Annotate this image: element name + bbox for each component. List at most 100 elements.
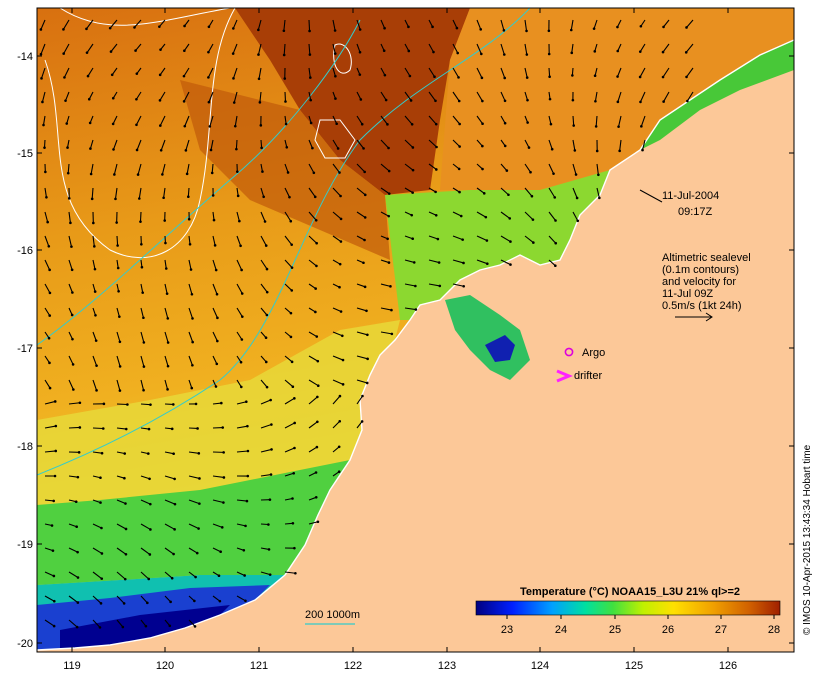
velocity-arrow-head [341, 358, 345, 362]
velocity-arrow-head [118, 315, 121, 318]
velocity-arrow [140, 307, 144, 318]
velocity-arrow-head [77, 451, 81, 454]
lat-tick-label: -19 [17, 539, 33, 551]
velocity-arrow-head [294, 571, 297, 575]
velocity-arrow-head [194, 575, 197, 579]
velocity-arrow [404, 283, 416, 287]
velocity-arrow-head [74, 500, 78, 504]
velocity-arrow-head [87, 97, 91, 101]
velocity-arrow [356, 19, 361, 30]
velocity-arrow-head [159, 48, 162, 51]
velocity-arrow-head [142, 388, 145, 392]
velocity-arrow-head [258, 101, 262, 104]
velocity-arrow-head [438, 284, 442, 288]
velocity-arrow-head [481, 99, 484, 103]
velocity-arrow [404, 187, 413, 194]
lon-tick-label: 126 [719, 660, 737, 672]
velocity-arrow-head [312, 171, 316, 175]
velocity-arrow-head [571, 74, 574, 77]
velocity-arrow-head [387, 261, 391, 264]
velocity-arrow-head [173, 477, 176, 481]
velocity-arrow-head [411, 191, 414, 194]
velocity-arrow [308, 67, 311, 78]
velocity-arrow [188, 619, 196, 627]
velocity-arrow [260, 307, 268, 316]
velocity-arrow-head [458, 122, 461, 126]
velocity-arrow [68, 331, 73, 340]
velocity-arrow-head [95, 389, 98, 392]
coastline [37, 39, 794, 651]
velocity-arrow [257, 43, 262, 55]
velocity-arrow-head [574, 173, 578, 176]
velocity-arrow [619, 139, 622, 151]
velocity-arrow-head [123, 452, 127, 455]
velocity-arrow [185, 139, 190, 151]
velocity-arrow-head [575, 196, 579, 200]
velocity-arrow [524, 187, 533, 197]
velocity-arrow [116, 451, 125, 455]
velocity-arrow [164, 331, 169, 343]
velocity-arrow [62, 19, 70, 30]
colorbar [475, 600, 781, 616]
velocity-arrow-head [85, 51, 89, 54]
velocity-arrow-head [461, 238, 464, 241]
velocity-arrow-head [333, 52, 337, 55]
velocity-arrow-head [616, 49, 620, 53]
velocity-arrow [44, 450, 56, 453]
velocity-arrow-head [639, 24, 643, 28]
velocity-arrow [140, 355, 145, 367]
velocity-arrow-head [360, 420, 364, 423]
velocity-arrow [548, 67, 551, 77]
velocity-arrow [208, 19, 214, 28]
velocity-arrow [284, 422, 295, 429]
velocity-arrow [139, 211, 142, 222]
green-band-s [37, 460, 350, 585]
velocity-arrow-head [134, 49, 137, 52]
velocity-arrow [500, 115, 506, 124]
velocity-arrow-head [71, 337, 74, 341]
velocity-arrow [500, 259, 511, 266]
velocity-arrow [112, 115, 118, 125]
velocity-arrow-head [240, 338, 244, 341]
velocity-arrow [308, 421, 318, 429]
velocity-arrow-head [291, 385, 295, 389]
velocity-arrow-head [282, 29, 286, 33]
velocity-arrow [332, 139, 339, 149]
velocity-arrow-head [183, 49, 186, 52]
velocity-arrow [65, 91, 70, 101]
velocity-arrow-head [216, 339, 219, 343]
velocity-arrow-head [338, 262, 342, 266]
velocity-arrow [68, 595, 79, 604]
velocity-arrow [476, 139, 483, 147]
velocity-arrow [68, 547, 78, 553]
velocity-arrow [524, 139, 530, 148]
velocity-arrow [258, 67, 262, 79]
velocity-arrow-head [124, 527, 128, 531]
lon-tick-label: 122 [344, 660, 362, 672]
velocity-arrow [452, 259, 464, 264]
velocity-arrow-head [341, 334, 344, 338]
velocity-arrow-head [63, 76, 66, 79]
velocity-arrow [44, 307, 51, 316]
velocity-arrow [260, 187, 265, 197]
velocity-arrow [116, 619, 124, 628]
velocity-arrow-head [239, 360, 243, 364]
velocity-arrow [380, 331, 392, 335]
velocity-arrow [44, 547, 54, 552]
velocity-arrow [476, 67, 483, 79]
velocity-arrow [640, 115, 646, 127]
velocity-arrow-head [257, 28, 260, 32]
velocity-arrow [88, 91, 94, 100]
velocity-arrow [236, 425, 248, 429]
velocity-arrow-head [481, 167, 484, 171]
velocity-arrow [686, 91, 694, 102]
velocity-arrow [260, 211, 266, 222]
velocity-arrow-head [217, 574, 221, 578]
velocity-arrow [186, 163, 190, 174]
velocity-arrow-head [71, 291, 74, 294]
velocity-arrow-head [639, 100, 642, 104]
velocity-arrow-head [99, 501, 102, 504]
velocity-arrow-head [220, 401, 223, 405]
velocity-arrow-head [316, 420, 319, 424]
velocity-arrow [260, 547, 270, 550]
